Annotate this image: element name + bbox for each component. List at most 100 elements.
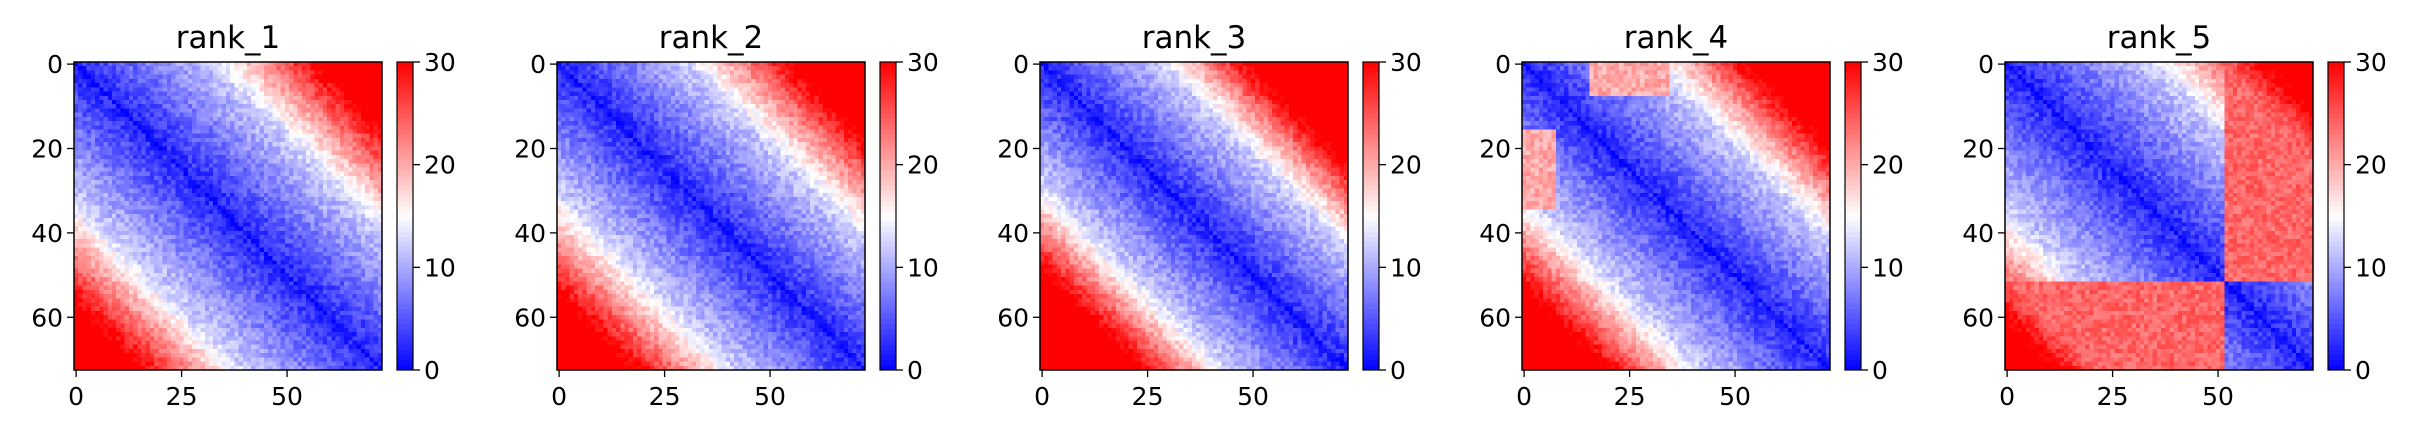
- heatmap-cell: [331, 324, 336, 329]
- heatmap-cell: [314, 345, 319, 350]
- heatmap-cell: [285, 336, 290, 341]
- heatmap-cell: [158, 336, 163, 341]
- heatmap-cell: [260, 142, 265, 147]
- heatmap-cell: [361, 273, 366, 278]
- heatmap-cell: [196, 273, 201, 278]
- heatmap-cell: [285, 345, 290, 350]
- heatmap-cell: [133, 252, 138, 257]
- heatmap-cell: [129, 167, 134, 172]
- heatmap-cell: [369, 324, 374, 329]
- heatmap-cell: [281, 281, 286, 286]
- heatmap-cell: [348, 146, 353, 151]
- heatmap-cell: [365, 248, 370, 253]
- heatmap-cell: [104, 201, 109, 206]
- heatmap-cell: [234, 96, 239, 101]
- heatmap-cell: [336, 83, 341, 88]
- heatmap-cell: [374, 332, 379, 337]
- heatmap-cell: [289, 256, 294, 261]
- heatmap-cell: [116, 294, 121, 299]
- heatmap-cell: [289, 108, 294, 113]
- heatmap-cell: [133, 172, 138, 177]
- heatmap-cell: [226, 125, 231, 130]
- heatmap-cell: [348, 75, 353, 80]
- heatmap-cell: [82, 70, 87, 75]
- heatmap-cell: [209, 273, 214, 278]
- heatmap-cell: [120, 290, 125, 295]
- heatmap-cell: [314, 66, 319, 71]
- heatmap-cell: [196, 324, 201, 329]
- heatmap-cell: [209, 239, 214, 244]
- heatmap-cell: [87, 87, 92, 92]
- heatmap-cell: [192, 324, 197, 329]
- heatmap-cell: [374, 239, 379, 244]
- heatmap-cell: [112, 197, 117, 202]
- heatmap-cell: [150, 265, 155, 270]
- heatmap-cell: [137, 96, 142, 101]
- heatmap-cell: [209, 189, 214, 194]
- heatmap-cell: [255, 75, 260, 80]
- heatmap-cell: [319, 269, 324, 274]
- heatmap-cell: [289, 159, 294, 164]
- heatmap-cell: [357, 159, 362, 164]
- heatmap-cell: [327, 201, 332, 206]
- heatmap-cell: [344, 138, 349, 143]
- heatmap-cell: [158, 294, 163, 299]
- heatmap-cell: [91, 189, 96, 194]
- heatmap-cell: [213, 273, 218, 278]
- heatmap-cell: [239, 155, 244, 160]
- heatmap-cell: [352, 151, 357, 156]
- heatmap-cell: [289, 227, 294, 232]
- heatmap-cell: [327, 113, 332, 118]
- heatmap-cell: [171, 83, 176, 88]
- heatmap-cell: [108, 108, 113, 113]
- heatmap-cell: [150, 100, 155, 105]
- heatmap-cell: [327, 104, 332, 109]
- heatmap-cell: [137, 142, 142, 147]
- heatmap-cell: [154, 243, 159, 248]
- heatmap-cell: [251, 248, 256, 253]
- heatmap-cell: [310, 75, 315, 80]
- heatmap-cell: [260, 125, 265, 130]
- heatmap-cell: [348, 277, 353, 282]
- heatmap-cell: [171, 252, 176, 257]
- heatmap-cell: [344, 328, 349, 333]
- heatmap-cell: [281, 290, 286, 295]
- heatmap-cell: [369, 290, 374, 295]
- heatmap-cell: [179, 151, 184, 156]
- heatmap-cell: [234, 108, 239, 113]
- heatmap-cell: [247, 248, 252, 253]
- heatmap-cell: [82, 248, 87, 253]
- heatmap-cell: [374, 193, 379, 198]
- heatmap-cell: [82, 222, 87, 227]
- heatmap-cell: [142, 79, 147, 84]
- heatmap-cell: [184, 100, 189, 105]
- heatmap-cell: [365, 307, 370, 312]
- heatmap-cell: [167, 252, 172, 257]
- heatmap-cell: [209, 201, 214, 206]
- heatmap-cell: [306, 104, 311, 109]
- heatmap-cell: [277, 138, 282, 143]
- heatmap-cell: [255, 332, 260, 337]
- heatmap-cell: [217, 159, 222, 164]
- heatmap-cell: [116, 130, 121, 135]
- heatmap-cell: [344, 324, 349, 329]
- heatmap-cell: [365, 345, 370, 350]
- heatmap-cell: [95, 340, 100, 345]
- heatmap-cell: [222, 243, 227, 248]
- heatmap-cell: [87, 302, 92, 307]
- heatmap-cell: [196, 83, 201, 88]
- heatmap-cell: [352, 290, 357, 295]
- heatmap-cell: [171, 151, 176, 156]
- heatmap-cell: [285, 163, 290, 168]
- heatmap-cell: [374, 260, 379, 265]
- heatmap-cell: [268, 269, 273, 274]
- heatmap-cell: [365, 146, 370, 151]
- heatmap-cell: [365, 260, 370, 265]
- heatmap-cell: [154, 201, 159, 206]
- heatmap-cell: [129, 307, 134, 312]
- heatmap-cell: [340, 125, 345, 130]
- heatmap-cell: [150, 290, 155, 295]
- heatmap-cell: [226, 83, 231, 88]
- heatmap-cell: [91, 104, 96, 109]
- heatmap-cell: [192, 193, 197, 198]
